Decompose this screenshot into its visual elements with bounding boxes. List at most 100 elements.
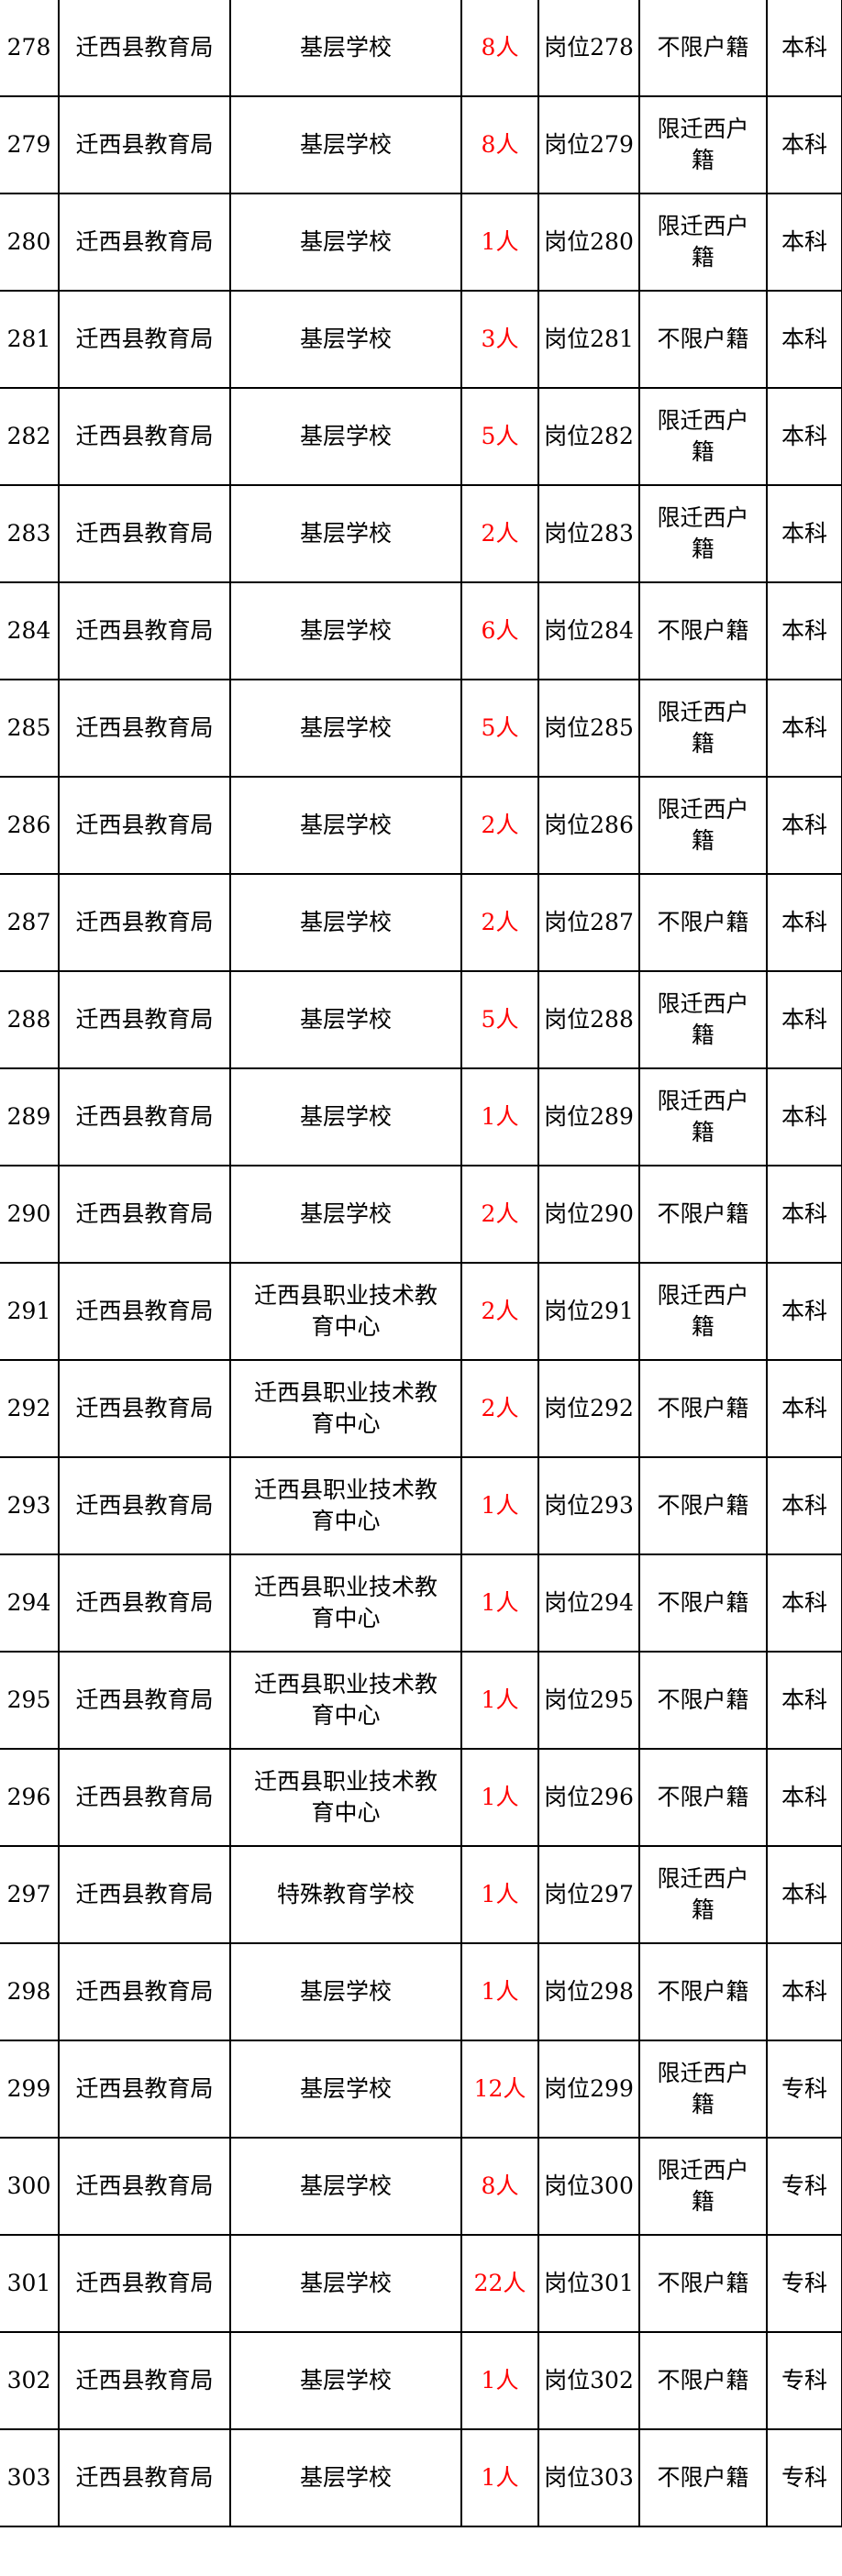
school-cell: 基层学校	[229, 0, 462, 97]
residency-cell: 限迁西户籍	[638, 1845, 768, 1944]
table-row: 297 迁西县教育局 特殊教育学校 1人 岗位297 限迁西户籍 本科	[0, 1845, 842, 1944]
education-cell: 专科	[766, 2428, 842, 2527]
education-cell: 本科	[766, 1456, 842, 1555]
residency-cell: 限迁西户籍	[638, 387, 768, 486]
headcount-cell: 3人	[460, 290, 539, 389]
school-cell: 基层学校	[229, 1942, 462, 2041]
post-cell: 岗位294	[537, 1553, 640, 1653]
unit-cell: 迁西县教育局	[58, 290, 231, 389]
post-cell: 岗位283	[537, 484, 640, 583]
unit-cell: 迁西县教育局	[58, 1067, 231, 1166]
row-number-cell: 281	[0, 290, 60, 389]
headcount-cell: 8人	[460, 0, 539, 97]
post-cell: 岗位292	[537, 1359, 640, 1458]
post-cell: 岗位293	[537, 1456, 640, 1555]
table-row: 293 迁西县教育局 迁西县职业技术教育中心 1人 岗位293 不限户籍 本科	[0, 1456, 842, 1555]
school-cell: 基层学校	[229, 2428, 462, 2527]
post-cell: 岗位298	[537, 1942, 640, 2041]
headcount-cell: 1人	[460, 2331, 539, 2430]
table-row: 294 迁西县教育局 迁西县职业技术教育中心 1人 岗位294 不限户籍 本科	[0, 1553, 842, 1653]
education-cell: 专科	[766, 2137, 842, 2236]
table-row: 292 迁西县教育局 迁西县职业技术教育中心 2人 岗位292 不限户籍 本科	[0, 1359, 842, 1458]
table-row: 285 迁西县教育局 基层学校 5人 岗位285 限迁西户籍 本科	[0, 679, 842, 778]
headcount-cell: 2人	[460, 484, 539, 583]
residency-cell: 不限户籍	[638, 1359, 768, 1458]
headcount-cell: 1人	[460, 1845, 539, 1944]
education-cell: 本科	[766, 1359, 842, 1458]
row-number-cell: 279	[0, 95, 60, 194]
residency-cell: 不限户籍	[638, 0, 768, 97]
education-cell: 专科	[766, 2234, 842, 2333]
headcount-cell: 1人	[460, 1748, 539, 1847]
residency-cell: 不限户籍	[638, 290, 768, 389]
table-row: 287 迁西县教育局 基层学校 2人 岗位287 不限户籍 本科	[0, 873, 842, 972]
post-cell: 岗位300	[537, 2137, 640, 2236]
education-cell: 本科	[766, 1651, 842, 1750]
row-number-cell: 302	[0, 2331, 60, 2430]
table-row: 296 迁西县教育局 迁西县职业技术教育中心 1人 岗位296 不限户籍 本科	[0, 1748, 842, 1847]
residency-cell: 不限户籍	[638, 1553, 768, 1653]
row-number-cell: 283	[0, 484, 60, 583]
post-cell: 岗位285	[537, 679, 640, 778]
unit-cell: 迁西县教育局	[58, 1942, 231, 2041]
headcount-cell: 8人	[460, 2137, 539, 2236]
school-cell: 基层学校	[229, 1165, 462, 1264]
table-row: 302 迁西县教育局 基层学校 1人 岗位302 不限户籍 专科	[0, 2331, 842, 2430]
residency-cell: 不限户籍	[638, 581, 768, 680]
post-cell: 岗位281	[537, 290, 640, 389]
post-cell: 岗位288	[537, 970, 640, 1069]
unit-cell: 迁西县教育局	[58, 1845, 231, 1944]
residency-cell: 不限户籍	[638, 2234, 768, 2333]
headcount-cell: 1人	[460, 2428, 539, 2527]
table-row: 299 迁西县教育局 基层学校 12人 岗位299 限迁西户籍 专科	[0, 2040, 842, 2139]
headcount-cell: 5人	[460, 679, 539, 778]
education-cell: 本科	[766, 1845, 842, 1944]
post-cell: 岗位291	[537, 1262, 640, 1361]
headcount-cell: 1人	[460, 1067, 539, 1166]
row-number-cell: 284	[0, 581, 60, 680]
table-row: 291 迁西县教育局 迁西县职业技术教育中心 2人 岗位291 限迁西户籍 本科	[0, 1262, 842, 1361]
education-cell: 本科	[766, 387, 842, 486]
school-cell: 基层学校	[229, 484, 462, 583]
row-number-cell: 289	[0, 1067, 60, 1166]
unit-cell: 迁西县教育局	[58, 2137, 231, 2236]
residency-cell: 限迁西户籍	[638, 1067, 768, 1166]
education-cell: 本科	[766, 679, 842, 778]
school-cell: 基层学校	[229, 1067, 462, 1166]
unit-cell: 迁西县教育局	[58, 1553, 231, 1653]
residency-cell: 不限户籍	[638, 873, 768, 972]
school-cell: 基层学校	[229, 193, 462, 292]
post-cell: 岗位289	[537, 1067, 640, 1166]
row-number-cell: 288	[0, 970, 60, 1069]
row-number-cell: 286	[0, 776, 60, 875]
post-cell: 岗位290	[537, 1165, 640, 1264]
education-cell: 本科	[766, 193, 842, 292]
residency-cell: 限迁西户籍	[638, 679, 768, 778]
education-cell: 本科	[766, 873, 842, 972]
table-row: 278 迁西县教育局 基层学校 8人 岗位278 不限户籍 本科	[0, 0, 842, 97]
post-cell: 岗位302	[537, 2331, 640, 2430]
headcount-cell: 2人	[460, 1165, 539, 1264]
school-cell: 迁西县职业技术教育中心	[229, 1456, 462, 1555]
row-number-cell: 282	[0, 387, 60, 486]
row-number-cell: 297	[0, 1845, 60, 1944]
headcount-cell: 2人	[460, 873, 539, 972]
table-row: 284 迁西县教育局 基层学校 6人 岗位284 不限户籍 本科	[0, 581, 842, 680]
post-cell: 岗位296	[537, 1748, 640, 1847]
education-cell: 本科	[766, 1262, 842, 1361]
school-cell: 基层学校	[229, 776, 462, 875]
post-cell: 岗位282	[537, 387, 640, 486]
table-row: 288 迁西县教育局 基层学校 5人 岗位288 限迁西户籍 本科	[0, 970, 842, 1069]
school-cell: 基层学校	[229, 95, 462, 194]
post-cell: 岗位284	[537, 581, 640, 680]
headcount-cell: 12人	[460, 2040, 539, 2139]
residency-cell: 限迁西户籍	[638, 1262, 768, 1361]
education-cell: 本科	[766, 0, 842, 97]
row-number-cell: 278	[0, 0, 60, 97]
table-row: 301 迁西县教育局 基层学校 22人 岗位301 不限户籍 专科	[0, 2234, 842, 2333]
school-cell: 基层学校	[229, 873, 462, 972]
unit-cell: 迁西县教育局	[58, 1651, 231, 1750]
post-cell: 岗位297	[537, 1845, 640, 1944]
post-cell: 岗位295	[537, 1651, 640, 1750]
